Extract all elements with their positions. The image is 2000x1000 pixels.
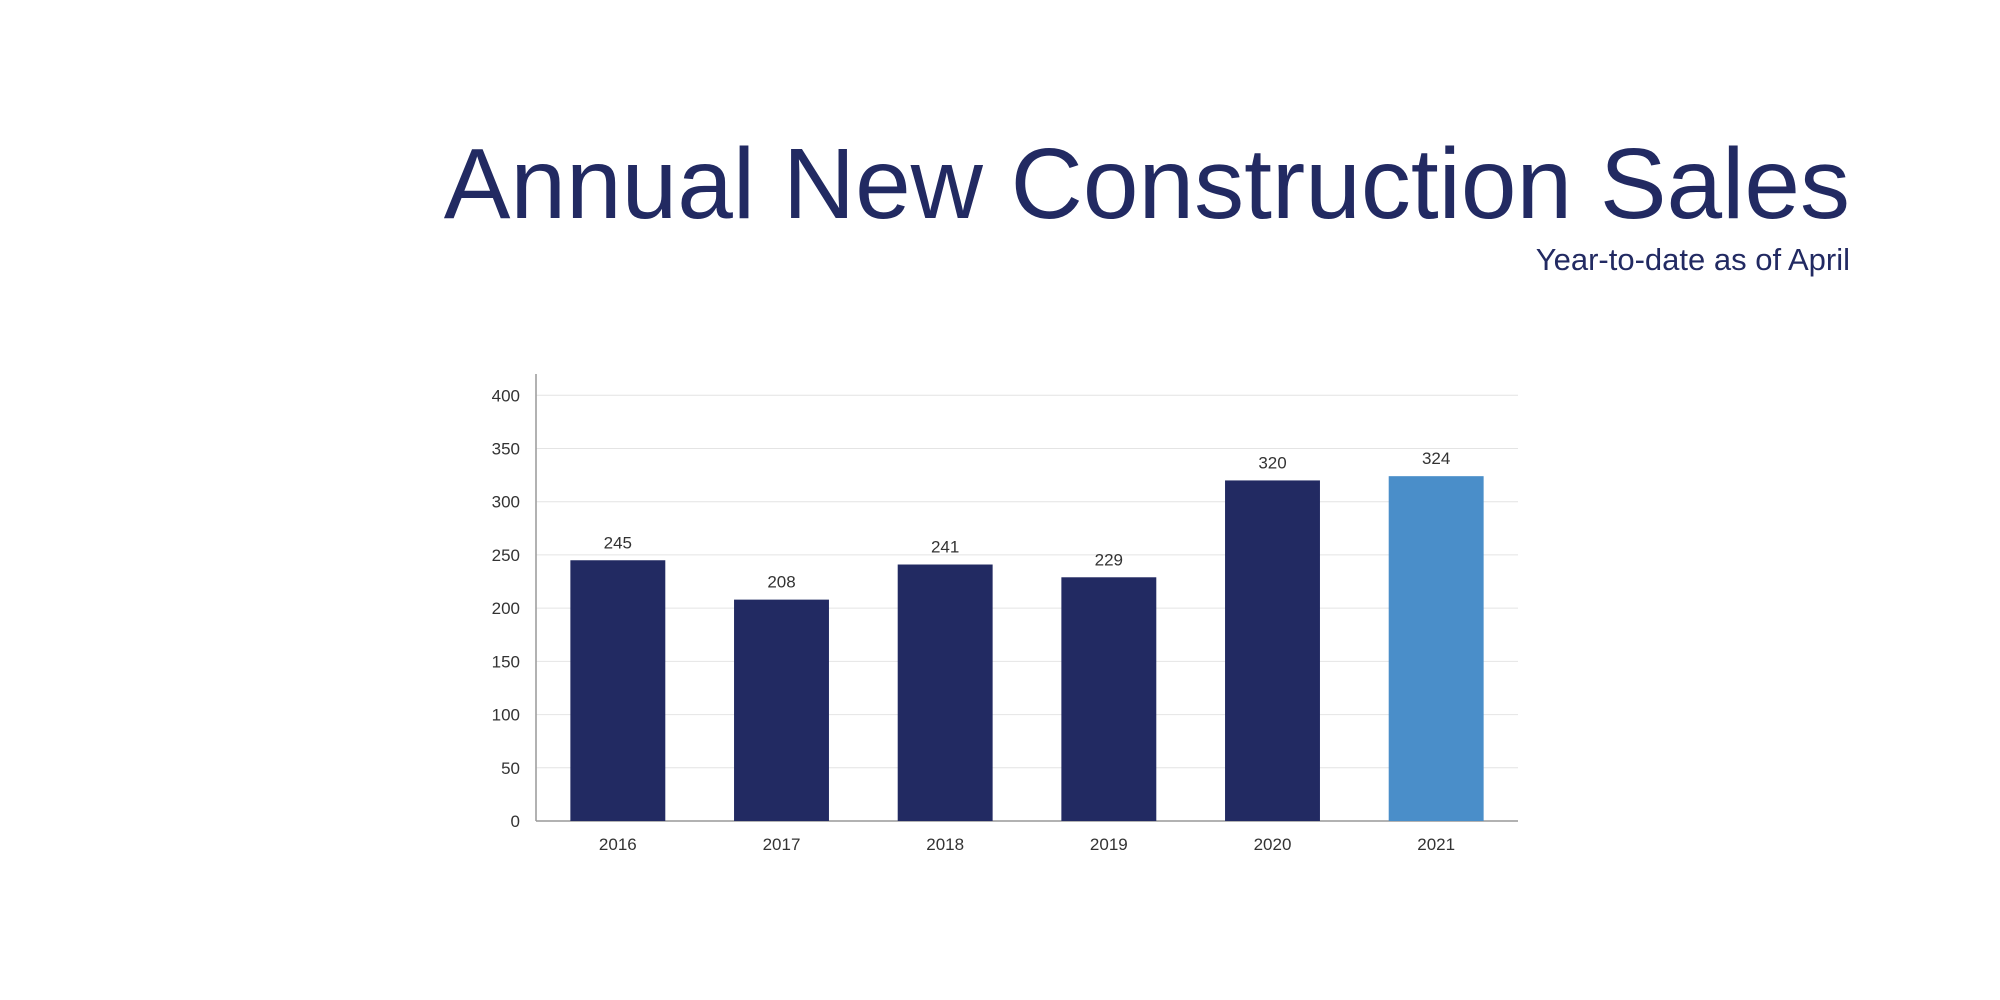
y-tick-label: 0 bbox=[511, 812, 520, 831]
x-tick-label: 2016 bbox=[599, 835, 637, 854]
y-tick-label: 50 bbox=[501, 759, 520, 778]
bar bbox=[1061, 577, 1157, 821]
y-tick-label: 250 bbox=[492, 546, 520, 565]
x-tick-label: 2018 bbox=[926, 835, 964, 854]
value-label: 208 bbox=[767, 573, 795, 592]
chart-subtitle: Year-to-date as of April bbox=[1536, 242, 1850, 277]
y-tick-label: 100 bbox=[492, 706, 520, 725]
value-label: 320 bbox=[1258, 453, 1286, 472]
bar bbox=[734, 599, 829, 821]
value-label: 245 bbox=[604, 533, 632, 552]
x-tick-label: 2020 bbox=[1254, 835, 1292, 854]
y-tick-label: 400 bbox=[492, 386, 520, 405]
x-tick-label: 2021 bbox=[1417, 835, 1455, 854]
bar bbox=[897, 564, 993, 821]
bar bbox=[1388, 476, 1484, 821]
x-tick-label: 2019 bbox=[1090, 835, 1128, 854]
x-tick-label: 2017 bbox=[763, 835, 801, 854]
bar bbox=[570, 560, 666, 821]
y-tick-label: 200 bbox=[492, 599, 520, 618]
y-tick-label: 300 bbox=[492, 493, 520, 512]
bar bbox=[1225, 480, 1320, 821]
value-label: 324 bbox=[1422, 449, 1450, 468]
value-label: 241 bbox=[931, 538, 959, 557]
y-tick-label: 150 bbox=[492, 652, 520, 671]
y-tick-label: 350 bbox=[492, 440, 520, 459]
value-label: 229 bbox=[1095, 550, 1123, 569]
chart-title: Annual New Construction Sales bbox=[444, 128, 1850, 240]
